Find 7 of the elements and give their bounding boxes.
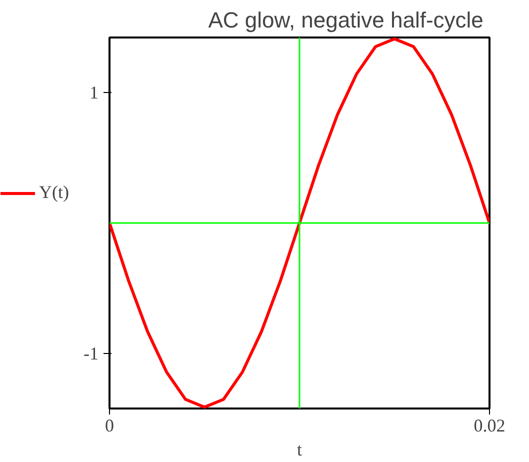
x-tick-label: 0.02 bbox=[474, 416, 506, 436]
legend-label: Y(t) bbox=[39, 182, 69, 203]
y-tick-label: 1 bbox=[90, 82, 98, 102]
y-tick-label: -1 bbox=[84, 344, 99, 364]
x-tick-label: 0 bbox=[105, 416, 114, 436]
chart-title: AC glow, negative half-cycle bbox=[208, 8, 484, 32]
x-axis-title: t bbox=[297, 440, 302, 460]
